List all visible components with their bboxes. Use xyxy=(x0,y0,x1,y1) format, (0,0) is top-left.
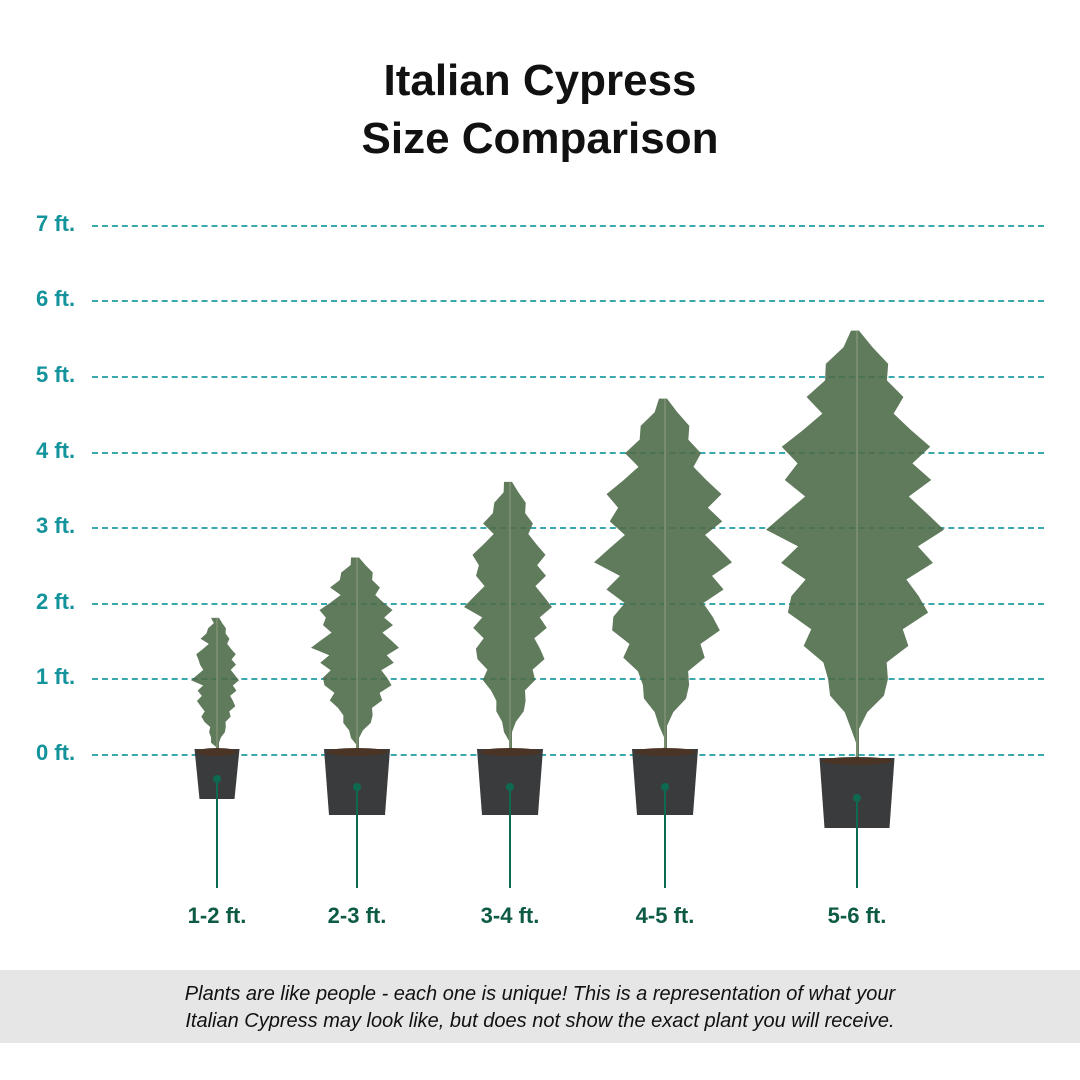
gridline xyxy=(92,754,1044,756)
foliage xyxy=(464,481,552,753)
pot xyxy=(819,758,895,828)
title-line-1: Italian Cypress xyxy=(383,56,697,105)
scale-label: 3 ft. xyxy=(36,513,76,539)
size-label: 5-6 ft. xyxy=(827,903,887,928)
cypress-plant xyxy=(464,481,552,888)
cypress-plant xyxy=(766,330,944,888)
cypress-plant xyxy=(311,557,399,888)
cypress-plant xyxy=(594,398,732,888)
gridline xyxy=(92,678,1044,681)
gridline xyxy=(92,224,1044,227)
foliage xyxy=(191,617,239,753)
gridline xyxy=(92,451,1044,454)
pot xyxy=(324,749,390,815)
scale-label: 6 ft. xyxy=(36,286,76,312)
soil xyxy=(196,748,238,756)
gridline xyxy=(92,300,1044,303)
pot xyxy=(632,749,698,815)
scale-label: 7 ft. xyxy=(36,210,76,236)
soil xyxy=(821,757,893,765)
disclaimer-line-2: Italian Cypress may look like, but does … xyxy=(185,1010,895,1032)
size-label: 2-3 ft. xyxy=(327,903,387,928)
scale-label: 2 ft. xyxy=(36,588,76,614)
gridline xyxy=(92,376,1044,378)
cypress-plant xyxy=(191,617,240,888)
disclaimer-band xyxy=(0,970,1080,1043)
gridline xyxy=(92,527,1044,530)
size-label: 3-4 ft. xyxy=(480,903,540,928)
size-label: 1-2 ft. xyxy=(187,903,247,928)
foliage xyxy=(766,330,944,762)
foliage xyxy=(311,557,399,753)
gridline xyxy=(92,602,1044,605)
disclaimer-line-1: Plants are like people - each one is uni… xyxy=(184,983,896,1005)
title-line-2: Size Comparison xyxy=(361,114,719,163)
size-label: 4-5 ft. xyxy=(635,903,695,928)
scale-label: 4 ft. xyxy=(36,437,76,463)
soil xyxy=(479,748,541,756)
scale-label: 0 ft. xyxy=(36,740,76,765)
pot xyxy=(194,749,240,799)
scale-label: 1 ft. xyxy=(36,664,76,690)
foliage xyxy=(594,398,732,753)
pot xyxy=(477,749,543,815)
scale-label: 5 ft. xyxy=(36,362,76,387)
soil xyxy=(634,748,696,756)
soil xyxy=(326,748,388,756)
